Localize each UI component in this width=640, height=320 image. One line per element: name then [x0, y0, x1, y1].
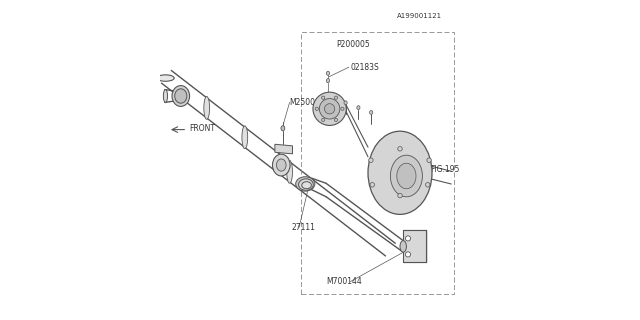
Ellipse shape: [273, 154, 290, 176]
Circle shape: [315, 107, 319, 110]
Ellipse shape: [390, 155, 422, 197]
Text: M250043: M250043: [290, 98, 325, 107]
Ellipse shape: [302, 182, 312, 189]
Ellipse shape: [204, 97, 210, 119]
Circle shape: [334, 118, 338, 122]
Text: A199001121: A199001121: [397, 13, 442, 19]
Text: 02183S: 02183S: [351, 63, 379, 72]
Text: 27111: 27111: [291, 223, 315, 232]
Ellipse shape: [298, 179, 314, 190]
Ellipse shape: [326, 71, 330, 76]
Circle shape: [334, 96, 338, 99]
Circle shape: [321, 118, 325, 122]
Circle shape: [427, 158, 431, 163]
Ellipse shape: [242, 126, 248, 149]
Ellipse shape: [397, 163, 416, 189]
Circle shape: [398, 147, 403, 151]
Circle shape: [406, 236, 411, 241]
Bar: [301, 32, 454, 294]
Ellipse shape: [326, 78, 330, 83]
Circle shape: [369, 158, 373, 163]
Text: FIG.195: FIG.195: [430, 165, 460, 174]
Circle shape: [341, 107, 344, 110]
Circle shape: [313, 92, 346, 125]
Polygon shape: [403, 230, 426, 262]
Polygon shape: [275, 144, 292, 154]
Circle shape: [398, 193, 403, 198]
Ellipse shape: [296, 177, 315, 191]
Ellipse shape: [175, 89, 187, 103]
Circle shape: [324, 104, 335, 114]
Circle shape: [426, 182, 430, 187]
Ellipse shape: [163, 90, 168, 102]
Ellipse shape: [370, 110, 373, 114]
Ellipse shape: [157, 75, 174, 81]
Text: FRONT: FRONT: [189, 124, 215, 133]
Ellipse shape: [276, 159, 286, 171]
Circle shape: [319, 99, 340, 119]
Text: M700144: M700144: [326, 277, 362, 286]
Circle shape: [370, 182, 374, 187]
Ellipse shape: [400, 241, 406, 252]
Text: P200005: P200005: [336, 40, 370, 49]
Ellipse shape: [172, 85, 189, 106]
Circle shape: [406, 252, 411, 257]
Ellipse shape: [368, 131, 432, 214]
Circle shape: [321, 96, 325, 99]
Ellipse shape: [357, 106, 360, 109]
Ellipse shape: [344, 101, 348, 105]
Ellipse shape: [281, 126, 285, 131]
Ellipse shape: [287, 160, 292, 183]
